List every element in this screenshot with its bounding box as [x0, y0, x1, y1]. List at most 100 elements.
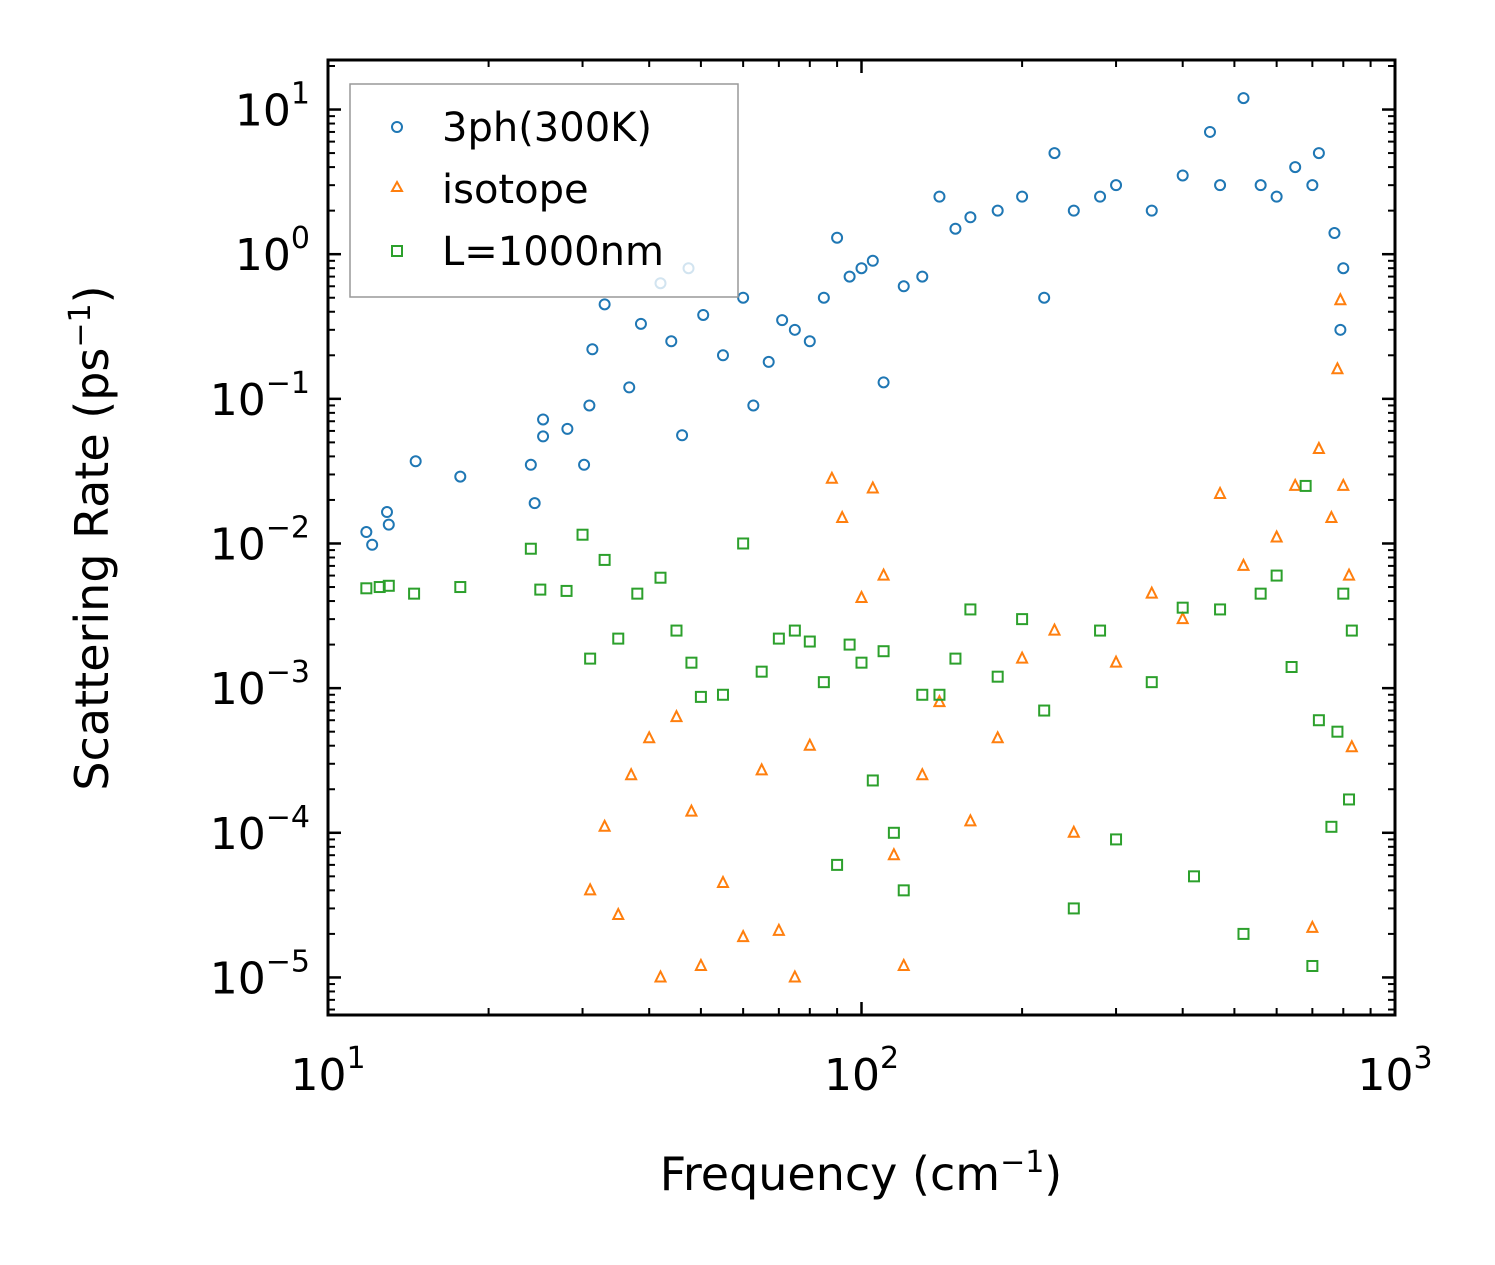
data-point-3ph — [528, 497, 541, 510]
data-point-boundary — [382, 579, 395, 592]
data-point-boundary — [1337, 587, 1350, 600]
data-point-3ph — [1176, 169, 1189, 182]
data-point-3ph — [1048, 147, 1061, 160]
data-point-3ph — [1016, 190, 1029, 203]
data-point-boundary — [1343, 793, 1356, 806]
data-point-isotope — [1015, 650, 1029, 664]
data-point-isotope — [611, 906, 625, 921]
data-point-3ph — [843, 270, 856, 283]
data-point-boundary — [772, 632, 785, 645]
data-point-boundary — [408, 587, 421, 600]
data-point-3ph — [1254, 179, 1267, 192]
data-point-boundary — [534, 583, 547, 596]
data-point-boundary — [1285, 661, 1298, 674]
data-point-3ph — [578, 458, 591, 471]
data-point-isotope — [642, 730, 656, 744]
data-point-3ph — [697, 308, 710, 321]
data-point-isotope — [825, 470, 839, 484]
data-point-3ph — [897, 280, 910, 293]
series-triangle — [583, 292, 1359, 983]
data-point-isotope — [991, 730, 1005, 744]
data-points — [360, 92, 1359, 983]
data-point-isotope — [1109, 654, 1123, 668]
data-point-boundary — [755, 665, 768, 678]
data-point-boundary — [1331, 725, 1344, 738]
data-point-boundary — [1038, 704, 1051, 717]
data-point-isotope — [1213, 485, 1227, 499]
data-point-3ph — [524, 458, 537, 471]
data-point-isotope — [876, 567, 891, 581]
data-point-3ph — [933, 190, 946, 203]
data-point-3ph — [916, 270, 929, 283]
data-point-isotope — [624, 766, 638, 781]
data-point-boundary — [1254, 587, 1267, 600]
data-point-boundary — [897, 884, 910, 897]
data-point-3ph — [665, 335, 678, 348]
data-point-boundary — [855, 656, 868, 669]
legend: 3ph(300K) isotope L=1000nm — [349, 83, 739, 298]
data-point-3ph — [1337, 262, 1350, 275]
data-point-boundary — [1067, 902, 1080, 915]
data-point-boundary — [612, 632, 625, 645]
data-point-boundary — [654, 571, 667, 584]
x-tick-label: 103 — [1357, 1041, 1432, 1101]
data-point-3ph — [409, 455, 422, 468]
data-point-isotope — [1270, 529, 1284, 543]
data-point-isotope — [866, 480, 880, 494]
data-point-boundary — [1312, 714, 1325, 727]
data-point-boundary — [454, 581, 467, 594]
data-point-boundary — [584, 652, 597, 665]
data-point-boundary — [716, 688, 729, 701]
data-point-3ph — [586, 343, 599, 356]
data-point-boundary — [1094, 624, 1107, 637]
data-point-boundary — [576, 528, 589, 541]
data-point-isotope — [1324, 509, 1339, 524]
y-tick-label: 100 — [235, 221, 310, 281]
data-point-boundary — [560, 584, 573, 597]
data-point-boundary — [360, 582, 373, 595]
y-tick-label: 10−1 — [210, 366, 310, 426]
data-point-3ph — [762, 355, 775, 368]
data-point-3ph — [831, 231, 844, 244]
data-point-boundary — [991, 670, 1004, 683]
data-point-isotope — [1330, 361, 1345, 375]
data-point-3ph — [382, 518, 395, 531]
legend-label-3ph: 3ph(300K) — [442, 105, 652, 151]
data-point-3ph — [817, 291, 830, 304]
data-point-isotope — [736, 928, 750, 943]
data-point-isotope — [755, 762, 769, 776]
data-point-isotope — [1236, 557, 1251, 571]
data-point-3ph — [866, 254, 879, 267]
data-point-isotope — [583, 882, 597, 896]
legend-marker-isotope — [390, 179, 404, 192]
data-point-boundary — [524, 542, 537, 555]
y-tick-labels: 101 100 10−1 10−2 10−3 10−4 10−5 — [210, 77, 310, 1005]
data-point-3ph — [991, 204, 1004, 217]
legend-label-isotope: isotope — [442, 167, 589, 213]
data-point-isotope — [1047, 622, 1062, 636]
data-point-isotope — [684, 803, 699, 817]
data-point-3ph — [454, 470, 467, 483]
data-point-boundary — [831, 858, 844, 871]
x-tick-label: 102 — [824, 1041, 899, 1101]
data-point-isotope — [694, 957, 708, 971]
y-tick-label: 10−2 — [210, 510, 310, 570]
data-point-boundary — [964, 603, 977, 616]
data-point-isotope — [1305, 919, 1319, 933]
data-point-isotope — [915, 766, 929, 781]
data-point-boundary — [694, 690, 707, 703]
data-point-isotope — [835, 509, 849, 524]
data-point-boundary — [949, 652, 962, 665]
data-point-isotope — [1336, 477, 1350, 491]
data-point-3ph — [1214, 179, 1227, 192]
data-point-boundary — [1306, 959, 1319, 972]
data-point-boundary — [1299, 479, 1312, 492]
data-point-isotope — [772, 922, 786, 936]
data-point-isotope — [887, 846, 901, 861]
x-tick-label: 101 — [290, 1041, 365, 1101]
data-point-boundary — [817, 676, 830, 689]
data-point-boundary — [1016, 613, 1029, 626]
data-point-3ph — [598, 298, 611, 311]
data-point-isotope — [716, 874, 730, 888]
